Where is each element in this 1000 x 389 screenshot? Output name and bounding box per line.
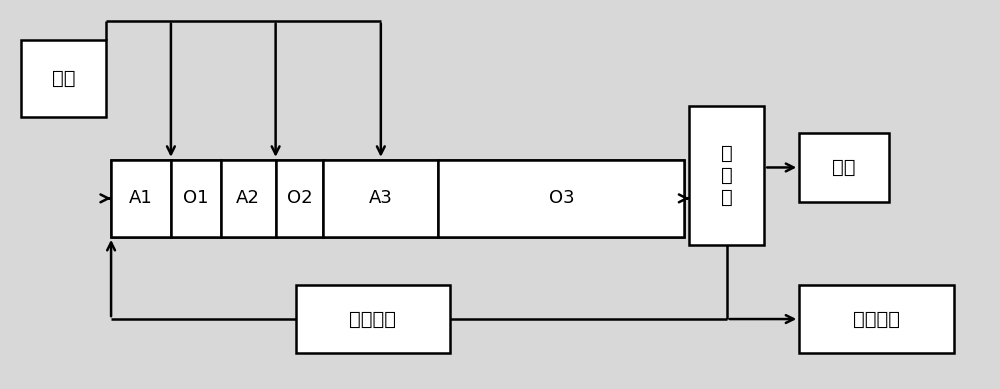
Bar bbox=[111, 160, 171, 237]
Bar bbox=[296, 285, 450, 353]
Text: O3: O3 bbox=[549, 189, 574, 207]
Text: A2: A2 bbox=[236, 189, 260, 207]
Text: O2: O2 bbox=[287, 189, 312, 207]
Bar bbox=[689, 106, 764, 245]
Bar bbox=[323, 160, 438, 237]
Bar bbox=[21, 40, 106, 117]
Text: A3: A3 bbox=[369, 189, 393, 207]
Text: 回流污泥: 回流污泥 bbox=[349, 310, 396, 329]
Text: 进水: 进水 bbox=[52, 69, 75, 88]
Bar bbox=[438, 160, 684, 237]
Bar bbox=[799, 133, 889, 202]
Text: O1: O1 bbox=[183, 189, 209, 207]
Text: 沉
淀
池: 沉 淀 池 bbox=[721, 144, 733, 207]
Bar bbox=[111, 160, 684, 237]
Bar bbox=[221, 160, 276, 237]
Text: A1: A1 bbox=[129, 189, 153, 207]
Bar bbox=[171, 160, 221, 237]
Bar bbox=[799, 285, 954, 353]
Text: 剩余污泥: 剩余污泥 bbox=[853, 310, 900, 329]
Text: 出水: 出水 bbox=[832, 158, 856, 177]
Bar bbox=[276, 160, 323, 237]
